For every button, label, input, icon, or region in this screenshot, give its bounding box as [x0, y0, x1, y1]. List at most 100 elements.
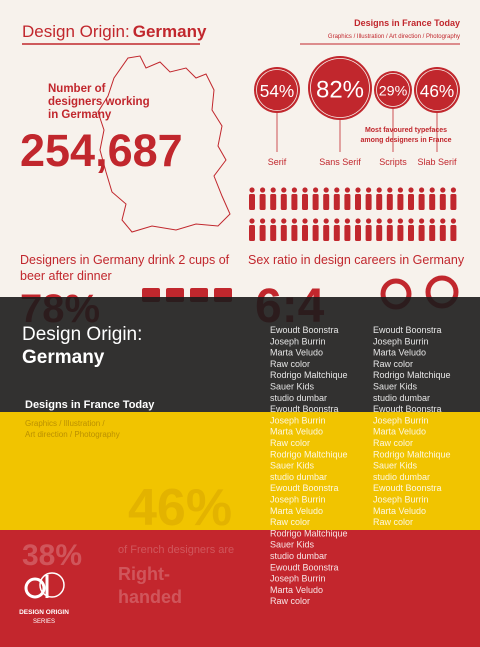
credit-name: studio dumbar: [373, 393, 430, 403]
person-head: [249, 218, 255, 224]
credit-name: Marta Veludo: [270, 506, 323, 516]
person-head: [334, 187, 340, 193]
designers-label: Number of: [48, 83, 106, 95]
person-body: [397, 194, 404, 210]
person-head: [376, 187, 382, 193]
bubble-ring: [256, 69, 298, 111]
credit-name: studio dumbar: [373, 472, 430, 482]
person-body: [270, 225, 277, 241]
credit-name: Ewoudt Boonstra: [373, 483, 442, 493]
dark-band: [0, 297, 480, 412]
logo-mark: [39, 572, 65, 598]
faded: 46%: [128, 479, 232, 537]
country: Germany: [133, 22, 207, 41]
credit-name: Marta Veludo: [270, 427, 323, 437]
credit-name: Marta Veludo: [373, 348, 426, 358]
designers-label: designers working: [48, 96, 150, 108]
credit-name: Sauer Kids: [270, 461, 315, 471]
person-head: [408, 218, 414, 224]
person-head: [450, 187, 456, 193]
person-head: [387, 218, 393, 224]
person-head: [366, 187, 372, 193]
person-head: [419, 187, 425, 193]
person-head: [344, 218, 350, 224]
book-title: Designs in France Today: [354, 18, 460, 28]
yellow-band: [0, 412, 480, 530]
credit-name: Sauer Kids: [373, 382, 418, 392]
credit-name: Rodrigo Maltchique: [373, 449, 451, 459]
cover-subtitle: Designs in France Today: [25, 399, 155, 411]
person-head: [440, 187, 446, 193]
person-head: [260, 218, 266, 224]
bubble-value: 46%: [420, 81, 455, 101]
credit-name: Raw color: [270, 438, 310, 448]
typefaces-caption: among designers in France: [360, 137, 451, 144]
credit-name: Ewoudt Boonstra: [373, 404, 442, 414]
person-head: [355, 187, 361, 193]
bubble-ring: [376, 73, 410, 107]
credit-name: Raw color: [270, 596, 310, 606]
person-body: [323, 225, 330, 241]
cover-text: 46% 38% of French designers are Right-hande…: [19, 324, 450, 625]
person-body: [312, 194, 319, 210]
person-body: [450, 194, 457, 210]
cover-disciplines: Art direction / Photography: [25, 430, 120, 439]
person-head: [344, 187, 350, 193]
credit-name: studio dumbar: [270, 393, 327, 403]
person-body: [291, 225, 298, 241]
person-head: [429, 218, 435, 224]
credit-name: Ewoudt Boonstra: [270, 483, 339, 493]
person-head: [291, 187, 297, 193]
credit-name: Rodrigo Maltchique: [270, 370, 348, 380]
person-body: [280, 225, 287, 241]
bubble-label: Slab Serif: [417, 157, 457, 167]
person-head: [291, 218, 297, 224]
credit-name: Rodrigo Maltchique: [373, 370, 451, 380]
person-body: [344, 225, 351, 241]
faded: 38%: [22, 539, 82, 572]
person-body: [365, 194, 372, 210]
person-body: [408, 225, 414, 241]
person-body: [333, 194, 340, 210]
faded: handed: [118, 587, 182, 607]
cover-title: Germany: [22, 347, 105, 368]
person-head: [376, 218, 382, 224]
credit-name: Marta Veludo: [373, 506, 426, 516]
logo-text: SERIES: [33, 619, 55, 625]
person-body: [249, 225, 255, 241]
credit-name: Rodrigo Maltchique: [270, 528, 348, 538]
person-body: [439, 194, 446, 210]
person-body: [450, 225, 457, 241]
person-body: [376, 194, 383, 210]
person-body: [408, 194, 414, 210]
person-body: [386, 225, 393, 241]
person-head: [419, 218, 425, 224]
credit-name: Ewoudt Boonstra: [270, 325, 339, 335]
cover-disciplines: Graphics / Illustration /: [25, 419, 105, 428]
credit-name: Joseph Burrin: [270, 415, 326, 425]
person-body: [302, 225, 308, 241]
person-head: [249, 187, 255, 193]
credit-name: Marta Veludo: [270, 348, 323, 358]
person-body: [280, 194, 287, 210]
designers-label: in Germany: [48, 109, 112, 121]
credit-name: Raw color: [270, 359, 310, 369]
credit-name: Joseph Burrin: [270, 495, 326, 505]
person-body: [259, 225, 266, 241]
credit-name: Raw color: [270, 517, 310, 527]
person-head: [281, 218, 287, 224]
logo-mark: [24, 577, 46, 599]
typefaces-caption: Most favoured typefaces: [365, 127, 447, 134]
person-head: [429, 187, 435, 193]
credit-name: Rodrigo Maltchique: [270, 449, 348, 459]
person-head: [397, 187, 403, 193]
person-head: [270, 218, 276, 224]
credit-name: Joseph Burrin: [270, 336, 326, 346]
person-head: [440, 218, 446, 224]
person-head: [334, 218, 340, 224]
person-head: [281, 187, 287, 193]
series-title: Design Origin:: [22, 22, 130, 41]
credit-name: Joseph Burrin: [373, 495, 429, 505]
disciplines: Graphics / Illustration / Art direction …: [328, 34, 460, 40]
